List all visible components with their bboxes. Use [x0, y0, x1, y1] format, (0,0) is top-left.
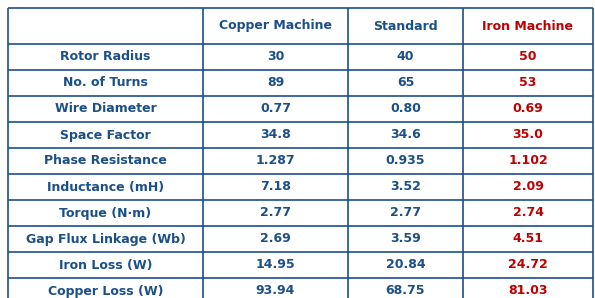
- Text: 34.6: 34.6: [390, 128, 421, 142]
- Text: Inductance (mH): Inductance (mH): [47, 181, 164, 193]
- Text: 2.09: 2.09: [512, 181, 543, 193]
- Text: Rotor Radius: Rotor Radius: [60, 50, 151, 63]
- Text: 1.287: 1.287: [256, 154, 295, 167]
- Text: 20.84: 20.84: [386, 258, 425, 271]
- Text: 2.77: 2.77: [260, 207, 291, 220]
- Text: 81.03: 81.03: [508, 285, 548, 297]
- Text: 0.935: 0.935: [386, 154, 425, 167]
- Text: 4.51: 4.51: [512, 232, 543, 246]
- Text: Copper Loss (W): Copper Loss (W): [48, 285, 163, 297]
- Text: 53: 53: [519, 77, 537, 89]
- Text: 93.94: 93.94: [256, 285, 295, 297]
- Text: Phase Resistance: Phase Resistance: [44, 154, 167, 167]
- Text: Gap Flux Linkage (Wb): Gap Flux Linkage (Wb): [26, 232, 186, 246]
- Text: No. of Turns: No. of Turns: [63, 77, 148, 89]
- Text: Standard: Standard: [373, 19, 438, 32]
- Text: Copper Machine: Copper Machine: [219, 19, 332, 32]
- Text: 3.52: 3.52: [390, 181, 421, 193]
- Text: 0.80: 0.80: [390, 103, 421, 116]
- Text: 2.74: 2.74: [512, 207, 543, 220]
- Text: 3.59: 3.59: [390, 232, 421, 246]
- Text: 0.69: 0.69: [513, 103, 543, 116]
- Text: 50: 50: [519, 50, 537, 63]
- Text: 35.0: 35.0: [512, 128, 543, 142]
- Text: 68.75: 68.75: [386, 285, 425, 297]
- Text: Iron Machine: Iron Machine: [483, 19, 574, 32]
- Text: 14.95: 14.95: [256, 258, 295, 271]
- Text: 7.18: 7.18: [260, 181, 291, 193]
- Text: 30: 30: [267, 50, 284, 63]
- Text: 2.77: 2.77: [390, 207, 421, 220]
- Text: 40: 40: [397, 50, 414, 63]
- Text: Torque (N·m): Torque (N·m): [60, 207, 152, 220]
- Text: 2.69: 2.69: [260, 232, 291, 246]
- Text: Wire Diameter: Wire Diameter: [55, 103, 156, 116]
- Text: 89: 89: [267, 77, 284, 89]
- Text: 0.77: 0.77: [260, 103, 291, 116]
- Text: Iron Loss (W): Iron Loss (W): [59, 258, 152, 271]
- Text: 65: 65: [397, 77, 414, 89]
- Text: 34.8: 34.8: [260, 128, 291, 142]
- Text: 24.72: 24.72: [508, 258, 548, 271]
- Text: 1.102: 1.102: [508, 154, 548, 167]
- Text: Space Factor: Space Factor: [60, 128, 151, 142]
